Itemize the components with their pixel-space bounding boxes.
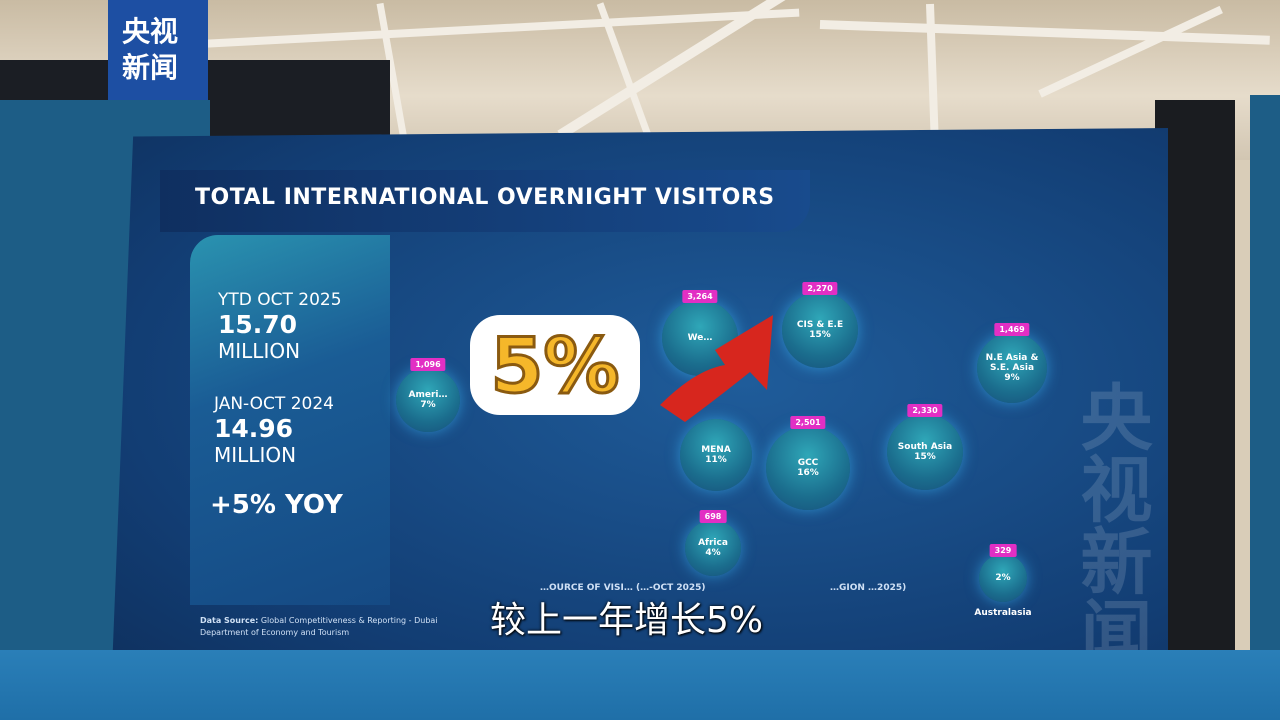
region-value: 2,270 [802, 282, 838, 295]
region-value: 2,330 [907, 404, 943, 417]
region-name: We… [687, 333, 713, 343]
region-share: 15% [809, 330, 831, 340]
region-bubble: Ameri… 7% [396, 368, 460, 432]
region-bubble: MENA 11% [680, 419, 752, 491]
ytd-unit: MILLION [218, 339, 301, 363]
region-bubble: South Asia 15% [887, 414, 963, 490]
title-bar [160, 170, 810, 232]
truss [1038, 5, 1223, 98]
region-bubble: 2% Australasia [974, 554, 1032, 618]
region-value: 1,469 [994, 323, 1030, 336]
region-share: 11% [705, 455, 727, 465]
region-name: Australasia [974, 608, 1032, 618]
region-share: 15% [914, 452, 936, 462]
source-text: Global Competitiveness & Reporting - Dub… [200, 616, 438, 637]
cctv-news-logo: 央视新闻 [108, 0, 208, 100]
watermark: 央视新闻 [1068, 380, 1152, 668]
yoy-stat: +5% YOY [210, 490, 343, 520]
caption-left: …OURCE OF VISI… (…-OCT 2025) [540, 583, 706, 593]
stage-front [0, 650, 1280, 720]
region-name: MENA [701, 445, 731, 455]
subtitle: 较上一年增长5% [490, 600, 764, 641]
prev-label: JAN-OCT 2024 [214, 394, 334, 414]
data-source: Data Source: Global Competitiveness & Re… [200, 615, 465, 639]
region-share: 2% [995, 573, 1011, 583]
region-name: Africa [698, 538, 728, 548]
region-name: N.E Asia & S.E. Asia [985, 353, 1039, 373]
region-share: 9% [1004, 373, 1020, 383]
ytd-label: YTD OCT 2025 [218, 290, 342, 310]
up-arrow-icon [660, 315, 773, 422]
region-name: South Asia [897, 442, 953, 452]
source-label: Data Source: [200, 616, 259, 625]
region-bubble: GCC 16% [766, 426, 850, 510]
region-value: 1,096 [410, 358, 446, 371]
caption-right: …GION …2025) [830, 583, 907, 593]
slide-title: TOTAL INTERNATIONAL OVERNIGHT VISITORS [195, 185, 775, 210]
region-bubble: Africa 4% [685, 520, 741, 576]
region-share: 16% [797, 468, 819, 478]
region-name: Ameri… [408, 390, 448, 400]
speaker-stack [1155, 100, 1235, 680]
ytd-stat: YTD OCT 2025 15.70 MILLION [218, 290, 342, 363]
right-side-screen [1250, 95, 1280, 675]
region-value: 3,264 [682, 290, 718, 303]
truss [819, 20, 1270, 45]
region-bubble: CIS & E.E 15% [782, 292, 858, 368]
prev-unit: MILLION [214, 443, 297, 467]
region-name: GCC [797, 458, 819, 468]
region-share: 7% [420, 400, 436, 410]
region-bubble: N.E Asia & S.E. Asia 9% [977, 333, 1047, 403]
percent-badge: 5% [470, 315, 640, 415]
region-value: 329 [989, 544, 1017, 557]
region-value: 2,501 [790, 416, 826, 429]
prev-stat: JAN-OCT 2024 14.96 MILLION [214, 394, 334, 467]
prev-value: 14.96 [214, 414, 294, 443]
logo-text: 央视新闻 [122, 15, 179, 84]
region-value: 698 [699, 510, 727, 523]
region-share: 4% [705, 548, 721, 558]
ytd-value: 15.70 [218, 310, 298, 339]
region-name: CIS & E.E [796, 320, 844, 330]
stats-panel [190, 235, 390, 605]
